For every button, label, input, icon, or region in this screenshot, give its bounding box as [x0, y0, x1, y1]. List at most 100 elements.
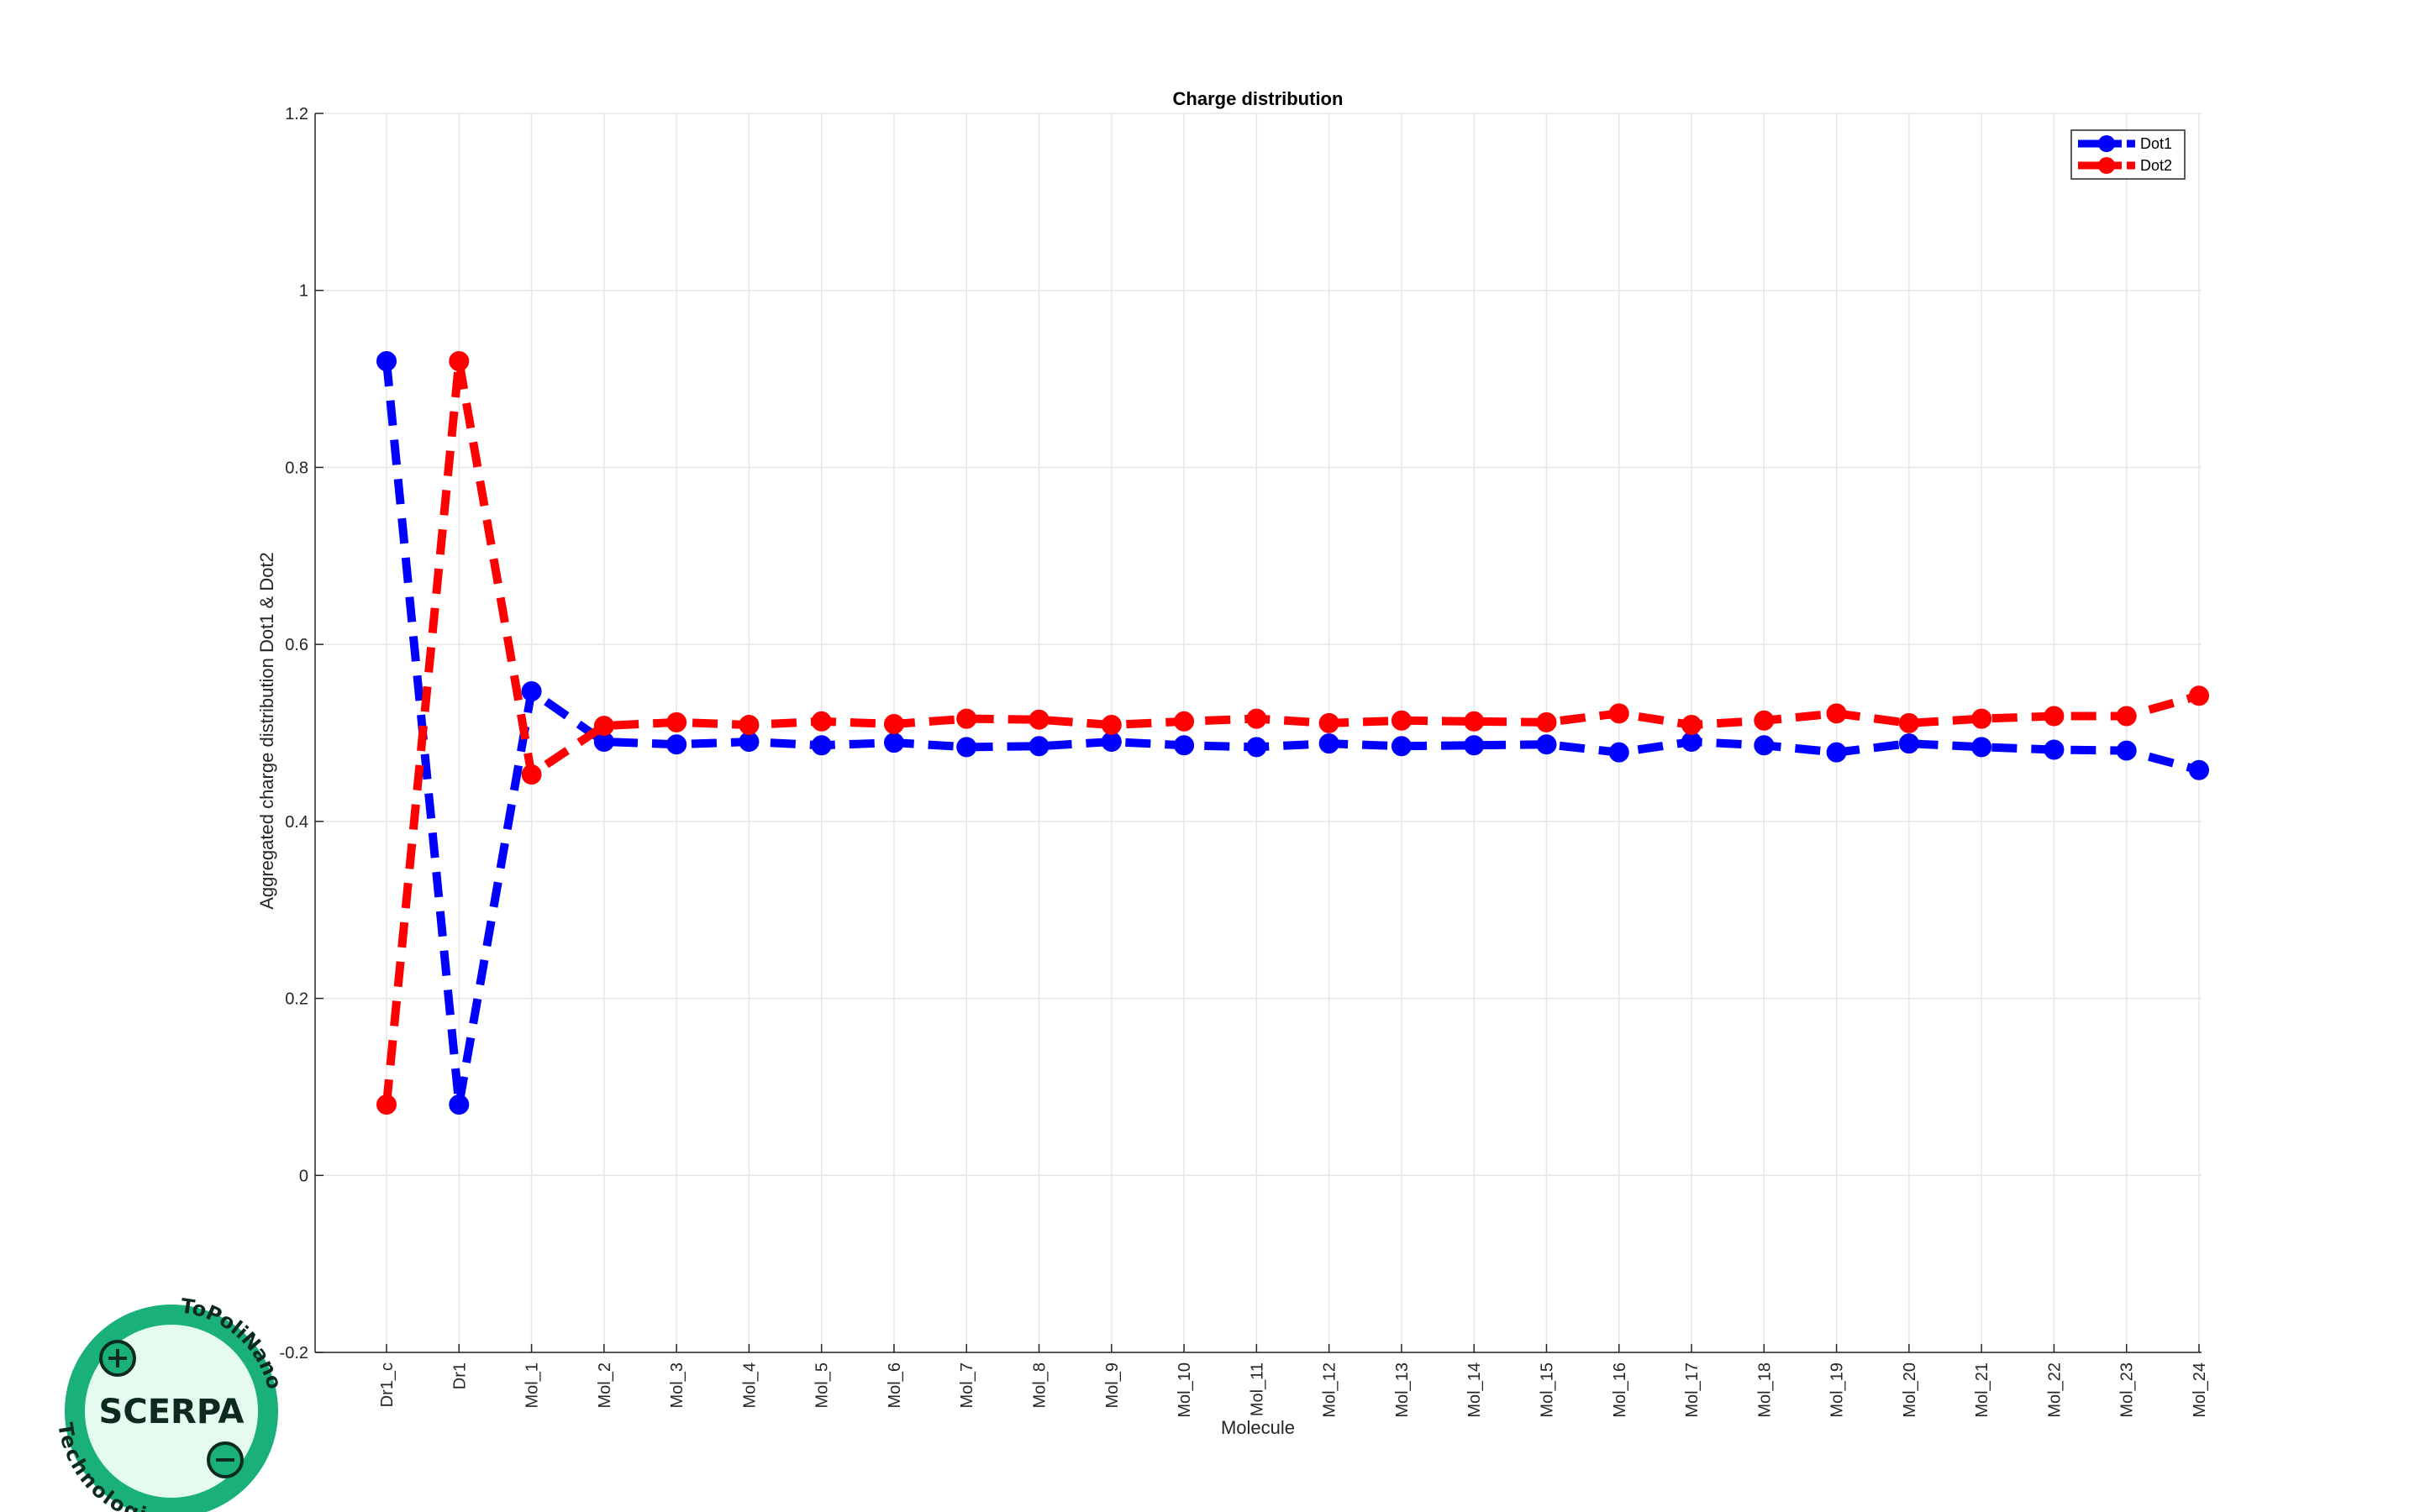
data-point-dot1: [1246, 737, 1267, 758]
data-point-dot2: [2116, 706, 2137, 727]
data-point-dot2: [739, 715, 760, 736]
data-point-dot1: [1608, 742, 1629, 763]
data-point-dot2: [1174, 711, 1195, 732]
x-tick-label: Mol_24: [2191, 1362, 2209, 1418]
data-point-dot1: [1826, 742, 1847, 763]
x-tick-label: Mol_4: [740, 1362, 759, 1408]
data-point-dot1: [1464, 735, 1485, 756]
x-tick-label: Mol_12: [1321, 1362, 1339, 1418]
x-tick-label: Mol_18: [1755, 1362, 1774, 1418]
data-point-dot2: [956, 708, 977, 729]
data-point-dot2: [2189, 685, 2209, 706]
y-tick-label: 0.2: [285, 990, 308, 1009]
data-point-dot1: [883, 732, 904, 753]
x-tick-label: Mol_2: [596, 1362, 614, 1408]
data-point-dot2: [449, 351, 470, 371]
x-tick-label: Mol_19: [1828, 1362, 1847, 1418]
data-point-dot1: [376, 351, 397, 371]
data-point-dot1: [449, 1095, 470, 1115]
x-tick-label: Mol_17: [1683, 1362, 1702, 1418]
data-point-dot2: [1608, 703, 1629, 724]
data-point-dot2: [1391, 710, 1412, 731]
data-point-dot1: [1174, 735, 1195, 756]
minus-icon: [207, 1441, 244, 1478]
x-tick-label: Mol_11: [1248, 1362, 1266, 1416]
legend-marker-dot1: [2098, 135, 2115, 152]
legend-label-dot1: Dot1: [2140, 135, 2172, 152]
data-point-dot2: [1826, 703, 1847, 724]
axes: [314, 113, 2202, 1353]
data-point-dot1: [521, 680, 542, 701]
data-point-dot1: [666, 734, 687, 755]
legend: Dot1 Dot2: [2070, 129, 2186, 180]
data-point-dot2: [1101, 715, 1122, 736]
data-point-dot2: [376, 1095, 397, 1115]
data-point-dot2: [811, 711, 832, 732]
x-tick-label: Mol_6: [886, 1362, 904, 1408]
data-point-dot1: [1101, 732, 1122, 753]
x-tick-label: Dr1: [450, 1362, 469, 1389]
legend-box: [2070, 129, 2186, 180]
chart-title: Charge distribution: [1173, 88, 1344, 109]
data-point-dot2: [1754, 710, 1775, 731]
logo-name: SCERPA: [99, 1393, 245, 1431]
x-tick-label: Mol_5: [813, 1362, 832, 1408]
y-axis-label: Aggregated charge distribution Dot1 & Do…: [256, 552, 277, 910]
data-point-dot2: [883, 713, 904, 734]
x-tick-label: Mol_14: [1465, 1362, 1484, 1418]
data-point-dot2: [1681, 715, 1702, 736]
data-point-dot2: [1028, 709, 1050, 730]
data-point-dot1: [2116, 740, 2137, 761]
x-tick-label: Dr1_c: [378, 1362, 397, 1407]
x-tick-label: Mol_13: [1393, 1362, 1412, 1418]
data-point-dot1: [1898, 733, 1919, 754]
data-point-dot1: [1971, 737, 1992, 758]
x-tick-label: Mol_8: [1031, 1362, 1050, 1408]
data-point-dot1: [1028, 736, 1050, 757]
y-tick-label: -0.2: [280, 1344, 308, 1362]
data-point-dot1: [811, 735, 832, 756]
x-axis-ticks: Dr1_c Dr1 Mol_1 Mol_2 Mol_3 Mol_4 Mol_5 Mol_6 Mo…: [378, 1362, 2209, 1418]
series-line-dot1: [382, 360, 2201, 1105]
data-point-dot2: [1318, 712, 1339, 733]
y-tick-label: 0.8: [285, 459, 308, 477]
y-tick-label: 0: [299, 1167, 308, 1185]
data-point-dot1: [1681, 732, 1702, 753]
x-tick-label: Mol_15: [1538, 1362, 1556, 1418]
plus-icon: [99, 1340, 136, 1377]
series-layer: [376, 351, 2209, 1115]
x-tick-label: Mol_10: [1176, 1362, 1194, 1418]
data-point-dot1: [1754, 735, 1775, 756]
x-tick-label: Mol_21: [1973, 1362, 1991, 1418]
data-point-dot2: [1246, 708, 1267, 729]
data-point-dot1: [2044, 739, 2065, 760]
legend-label-dot2: Dot2: [2140, 157, 2172, 174]
x-tick-label: Mol_3: [668, 1362, 687, 1408]
data-point-dot1: [956, 737, 977, 758]
data-point-dot2: [2044, 706, 2065, 727]
y-tick-label: 1: [299, 282, 308, 301]
y-tick-label: 0.4: [285, 813, 308, 832]
x-axis-label: Molecule: [1221, 1417, 1295, 1438]
scerpa-logo: ToPoliNano Technologies SCERPA: [53, 1294, 287, 1512]
x-tick-label: Mol_23: [2118, 1362, 2137, 1418]
data-point-dot2: [1971, 708, 1992, 729]
data-point-dot2: [593, 716, 614, 737]
x-tick-label: Mol_1: [523, 1362, 542, 1408]
y-axis-ticks: -0.2 0 0.2 0.4 0.6 0.8 1 1.2: [280, 105, 308, 1362]
data-point-dot1: [1536, 734, 1557, 755]
legend-marker-dot2: [2098, 157, 2115, 174]
data-point-dot1: [1391, 736, 1412, 757]
series-line-dot2: [382, 360, 2201, 1105]
data-point-dot2: [521, 764, 542, 785]
x-tick-label: Mol_9: [1103, 1362, 1122, 1408]
data-point-dot1: [2189, 759, 2209, 780]
data-point-dot1: [739, 732, 760, 753]
data-point-dot2: [1898, 712, 1919, 733]
y-tick-label: 0.6: [285, 636, 308, 654]
y-tick-label: 1.2: [285, 105, 308, 123]
x-tick-label: Mol_20: [1901, 1362, 1919, 1418]
x-tick-label: Mol_7: [958, 1362, 976, 1408]
x-tick-label: Mol_22: [2045, 1362, 2064, 1418]
